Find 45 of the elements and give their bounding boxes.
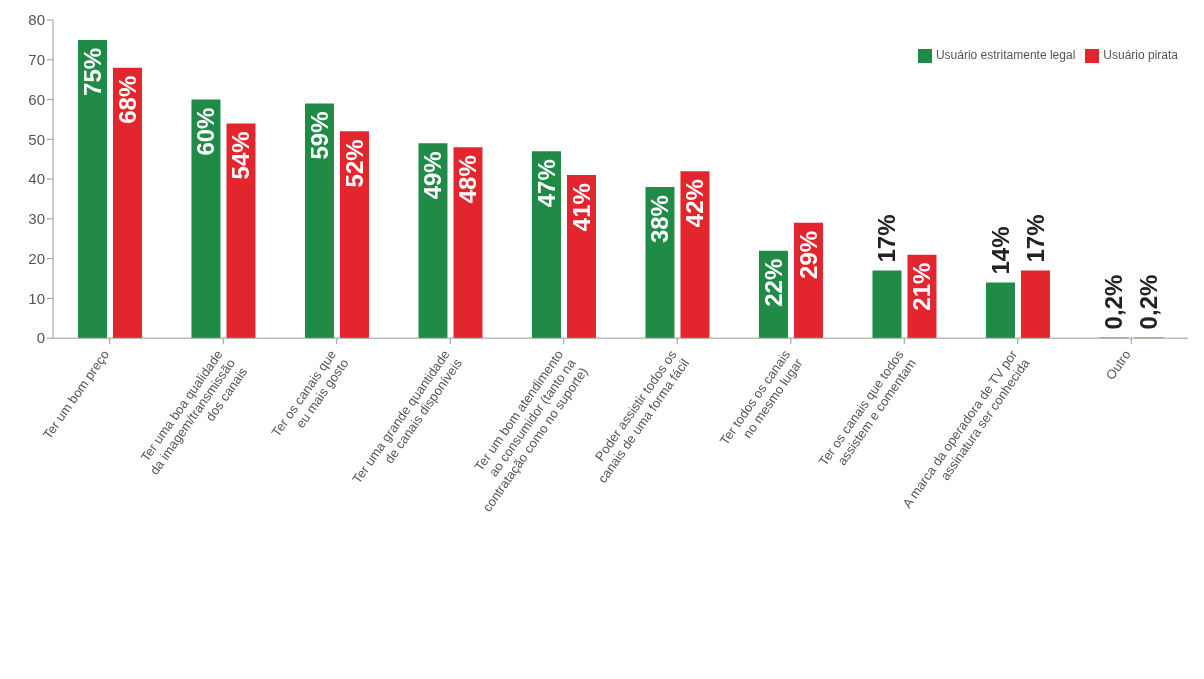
data-label: 38%: [646, 195, 674, 244]
data-label: 41%: [567, 183, 595, 232]
y-tick-label: 40: [28, 170, 45, 188]
data-label: 29%: [794, 230, 822, 279]
data-label: 17%: [1021, 214, 1049, 263]
bar: [680, 171, 710, 339]
bar: [339, 131, 369, 339]
data-label: 68%: [113, 75, 141, 124]
data-label: 52%: [340, 139, 368, 188]
y-tick-label: 30: [28, 210, 45, 228]
y-tick-label: 70: [28, 51, 45, 69]
data-label: 75%: [78, 47, 106, 96]
data-label: 0,2%: [1100, 274, 1128, 330]
bar: [531, 151, 561, 339]
bar: [77, 39, 107, 339]
data-label: 14%: [986, 226, 1014, 275]
bar: [1020, 270, 1050, 339]
bar: [872, 270, 902, 339]
data-label: 42%: [681, 179, 709, 228]
data-label: 60%: [192, 107, 220, 156]
bar: [191, 99, 221, 339]
bar: [566, 175, 596, 339]
y-tick-label: 80: [28, 11, 45, 29]
y-tick-label: 60: [28, 90, 45, 108]
data-label: 0,2%: [1135, 274, 1163, 330]
data-label: 22%: [759, 258, 787, 307]
y-tick-label: 10: [28, 289, 45, 307]
data-label: 59%: [305, 111, 333, 160]
y-tick-label: 20: [28, 249, 45, 267]
y-tick-label: 0: [36, 329, 45, 347]
y-tick-label: 50: [28, 130, 45, 148]
data-label: 49%: [419, 151, 447, 200]
bar: [985, 282, 1015, 339]
data-label: 47%: [532, 159, 560, 208]
bar: [112, 67, 142, 339]
bar: [226, 123, 256, 339]
data-label: 17%: [873, 214, 901, 263]
bar: [418, 143, 448, 339]
legend-label: Usuário estritamente legal: [935, 48, 1076, 62]
data-label: 48%: [454, 155, 482, 204]
data-label: 54%: [227, 131, 255, 180]
bar: [304, 103, 334, 339]
bar: [453, 147, 483, 339]
data-label: 21%: [908, 262, 936, 311]
legend-label: Usuário pirata: [1103, 48, 1178, 62]
